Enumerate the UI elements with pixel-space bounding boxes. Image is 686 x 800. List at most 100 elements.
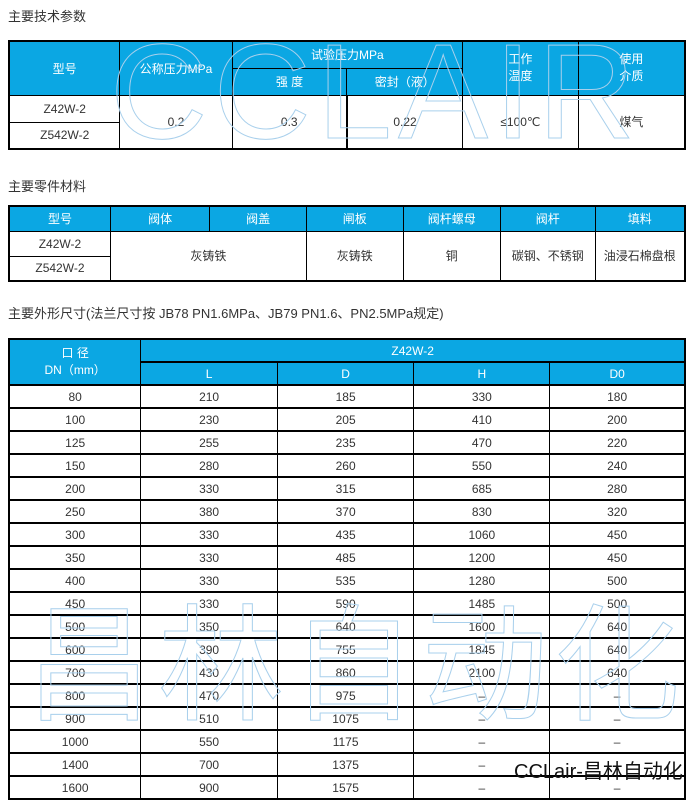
dimension-cell: 1845 bbox=[413, 637, 551, 662]
dn-cell: 200 bbox=[8, 476, 142, 501]
dimension-cell: 260 bbox=[276, 453, 415, 478]
model-cell: Z542W-2 bbox=[8, 255, 111, 282]
model-cell: Z542W-2 bbox=[8, 121, 121, 150]
dn-cell: 1000 bbox=[8, 729, 142, 754]
table-row: Z542W-2 bbox=[8, 255, 685, 282]
table-row: 400 330 535 1280 500 bbox=[8, 568, 686, 593]
dimension-cell: 470 bbox=[413, 430, 551, 455]
dimension-cell: 860 bbox=[276, 660, 415, 685]
dn-cell: 600 bbox=[8, 637, 142, 662]
table-row: 200 330 315 685 280 bbox=[8, 476, 686, 501]
dn-cell: 150 bbox=[8, 453, 142, 478]
table-row: 1400 700 1375– – bbox=[8, 752, 686, 777]
col-header-D0: D0 bbox=[549, 361, 686, 386]
dimension-cell: 350 bbox=[140, 614, 278, 639]
dimension-cell: 205 bbox=[276, 407, 415, 432]
col-header-seal: 密封（液） bbox=[346, 67, 464, 96]
dimension-cell: 280 bbox=[549, 476, 686, 501]
part-materials-table: 型号 阀体 阀盖 闸板 阀杆螺母 阀杆 填料 Z42W-2 灰铸铁 灰铸铁 铜 … bbox=[8, 205, 686, 282]
col-header-stem-nut: 阀杆螺母 bbox=[402, 205, 501, 232]
dimension-cell: 485 bbox=[276, 545, 415, 570]
dimension-cell: 370 bbox=[276, 499, 415, 524]
col-header-strength: 强 度 bbox=[231, 67, 348, 96]
table-row: 125 255 235 470 220 bbox=[8, 430, 686, 455]
table-row: 100 230 205 410 200 bbox=[8, 407, 686, 432]
dimension-cell: 640 bbox=[549, 637, 686, 662]
technical-parameters-table: 型号 公称压力MPa 试验压力MPa 工作 温度 使用 介质 强 度 密封（液）… bbox=[8, 40, 686, 150]
dimension-cell: 330 bbox=[413, 384, 551, 409]
dimension-cell: – bbox=[413, 706, 551, 731]
col-header-nominal-pressure: 公称压力MPa bbox=[119, 40, 233, 96]
col-header-test-pressure: 试验压力MPa bbox=[231, 40, 464, 69]
dimension-cell: 1575 bbox=[276, 775, 415, 800]
dn-cell: 900 bbox=[8, 706, 142, 731]
dimension-cell: 500 bbox=[549, 568, 686, 593]
dimension-cell: 700 bbox=[140, 752, 278, 777]
dimension-cell: – bbox=[549, 752, 686, 777]
table-row: 350 330 485 1200 450 bbox=[8, 545, 686, 570]
dimension-cell: 755 bbox=[276, 637, 415, 662]
packing-material-cell: 油浸石棉盘根 bbox=[594, 230, 686, 282]
dimension-cell: 410 bbox=[413, 407, 551, 432]
table-row: 600 390 755 1845 640 bbox=[8, 637, 686, 662]
dn-cell: 1600 bbox=[8, 775, 142, 800]
table-row: 300 330 435 1060 450 bbox=[8, 522, 686, 547]
col-header-bonnet: 阀盖 bbox=[209, 205, 307, 232]
dimension-cell: 330 bbox=[140, 476, 278, 501]
dn-cell: 500 bbox=[8, 614, 142, 639]
dimension-cell: 975 bbox=[276, 683, 415, 708]
col-header-medium: 使用 介质 bbox=[577, 40, 686, 96]
dimension-cell: 1600 bbox=[413, 614, 551, 639]
col-header-valve-body: 阀体 bbox=[109, 205, 211, 232]
dimension-cell: 2100 bbox=[413, 660, 551, 685]
dimension-cell: 330 bbox=[140, 545, 278, 570]
dimension-cell: 280 bbox=[140, 453, 278, 478]
dimension-cell: 180 bbox=[549, 384, 686, 409]
stem-nut-material-cell: 铜 bbox=[402, 230, 501, 282]
dimension-cell: 535 bbox=[276, 568, 415, 593]
col-header-stem: 阀杆 bbox=[499, 205, 596, 232]
dimension-cell: 430 bbox=[140, 660, 278, 685]
dimension-cell: 900 bbox=[140, 775, 278, 800]
dn-cell: 450 bbox=[8, 591, 142, 616]
dimension-cell: – bbox=[413, 752, 551, 777]
table-row: Z42W-2 灰铸铁 灰铸铁 铜 碳钢、不锈钢 油浸石棉盘根 bbox=[8, 230, 686, 282]
table-row: 500 350 640 1600 640 bbox=[8, 614, 686, 639]
dimension-cell: – bbox=[413, 683, 551, 708]
section-title-part-materials: 主要零件材料 bbox=[8, 179, 87, 194]
dimensions-table-body: 80 210 185 330 180 100 230 205 410 200 125 255 235 47… bbox=[8, 384, 686, 800]
col-header-L: L bbox=[140, 361, 278, 386]
dimension-cell: 1200 bbox=[413, 545, 551, 570]
table-header-row: 型号 阀体 阀盖 闸板 阀杆螺母 阀杆 填料 bbox=[8, 205, 686, 232]
table-header-row: 型号 公称压力MPa 试验压力MPa 工作 温度 使用 介质 bbox=[8, 40, 686, 96]
table-subheader-row: 强 度 密封（液） bbox=[9, 67, 685, 96]
col-header-model: 型号 bbox=[8, 40, 121, 96]
working-temp-cell: ≤100℃ bbox=[462, 94, 579, 150]
table-row: Z542W-2 bbox=[8, 121, 685, 150]
dimension-cell: 830 bbox=[413, 499, 551, 524]
dimension-cell: 1060 bbox=[413, 522, 551, 547]
model-cell: Z42W-2 bbox=[8, 230, 111, 257]
dimension-cell: 435 bbox=[276, 522, 415, 547]
dimension-cell: 330 bbox=[140, 568, 278, 593]
col-header-working-temp: 工作 温度 bbox=[462, 40, 579, 96]
col-header-gate: 闸板 bbox=[305, 205, 404, 232]
dimension-cell: 640 bbox=[276, 614, 415, 639]
col-header-bore-dn: 口 径 DN（mm） bbox=[8, 338, 142, 386]
dn-cell: 100 bbox=[8, 407, 142, 432]
dimension-cell: 685 bbox=[413, 476, 551, 501]
table-row: 150 280 260 550 240 bbox=[8, 453, 686, 478]
strength-cell: 0.3 bbox=[231, 94, 348, 150]
col-header-packing: 填料 bbox=[594, 205, 686, 232]
dimension-cell: 185 bbox=[276, 384, 415, 409]
dimensions-table: 口 径 DN（mm） Z42W-2 L D H D0 80 210 185 330 18… bbox=[8, 338, 686, 800]
dimension-cell: 240 bbox=[549, 453, 686, 478]
dimension-cell: 640 bbox=[549, 660, 686, 685]
table-row: 800 470 975– – bbox=[8, 683, 686, 708]
model-cell: Z42W-2 bbox=[8, 94, 121, 123]
dimension-cell: 1175 bbox=[276, 729, 415, 754]
table-subheader-row: L D H D0 bbox=[9, 361, 686, 386]
dimension-cell: 255 bbox=[140, 430, 278, 455]
table-row: Z42W-2 0.2 0.3 0.22 ≤100℃ 煤气 bbox=[8, 94, 686, 150]
dn-cell: 400 bbox=[8, 568, 142, 593]
